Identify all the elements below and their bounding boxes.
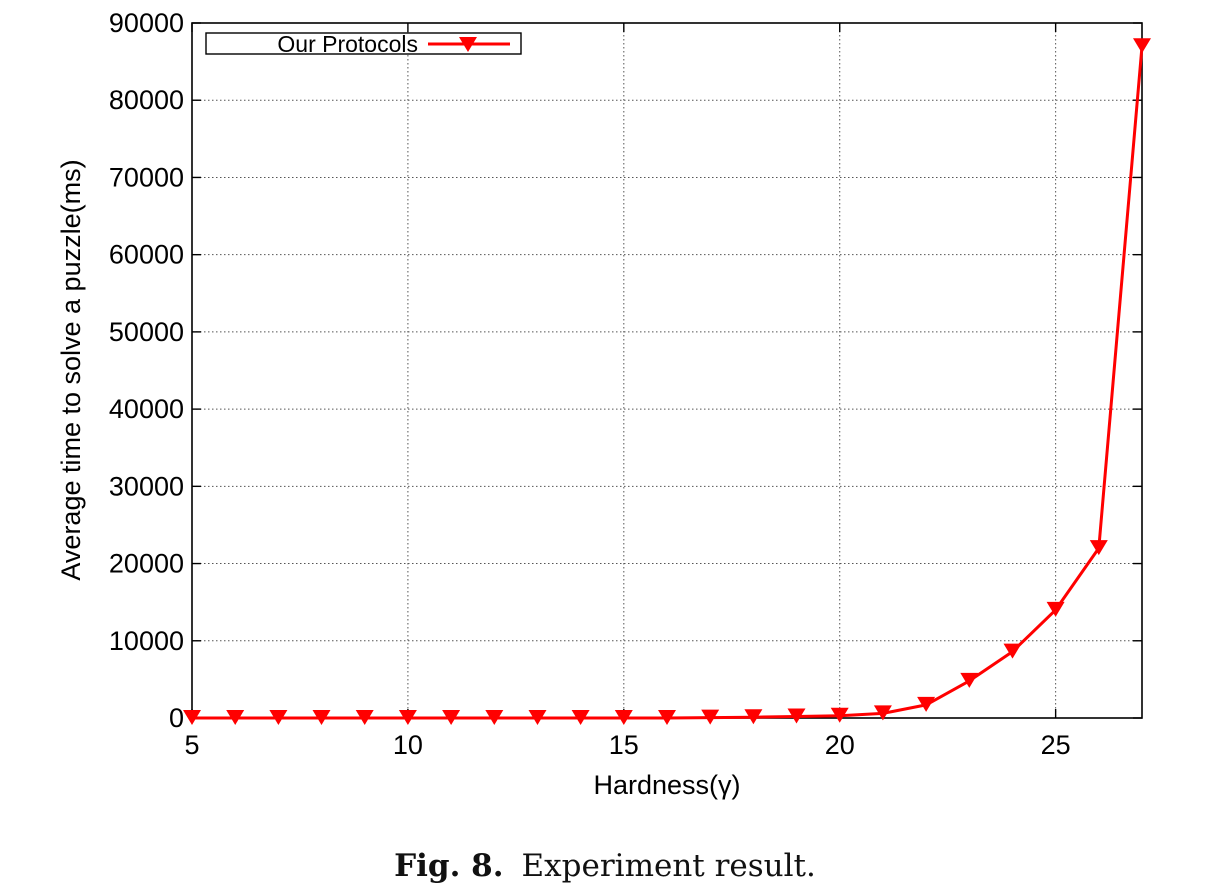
data-point-marker [442, 710, 461, 725]
data-point-marker [269, 710, 288, 725]
plot-frame [191, 22, 1143, 719]
y-tick-label: 70000 [109, 162, 184, 192]
series-line [192, 46, 1144, 720]
figure-caption: Fig. 8. Experiment result. [0, 848, 1210, 884]
legend-marker-triangle [459, 37, 477, 52]
y-tick-label: 0 [169, 703, 184, 733]
caption-text: Experiment result. [521, 848, 816, 884]
legend: Our Protocols [205, 31, 522, 57]
data-point-marker [1003, 643, 1022, 659]
data-point-marker [830, 707, 849, 723]
x-tick-label: 15 [609, 730, 639, 760]
x-tick-label: 5 [184, 730, 199, 760]
data-point-marker [485, 710, 504, 725]
data-point-marker [744, 709, 763, 725]
data-point-marker [1089, 540, 1108, 556]
line-chart: 0 10000 20000 30000 40000 50000 60000 70000 8000… [56, 8, 1151, 800]
data-point-marker [1133, 38, 1151, 54]
y-axis-title: Average time to solve a puzzle(ms) [56, 159, 86, 580]
caption-label: Fig. 8. [394, 848, 504, 884]
data-point-marker [183, 710, 201, 725]
data-point-marker [528, 710, 547, 725]
data-point-marker [571, 710, 590, 725]
grid [192, 23, 1142, 718]
y-tick-label: 90000 [109, 8, 184, 38]
data-point-marker [1046, 601, 1065, 617]
x-tick-label: 10 [393, 730, 423, 760]
x-axis-title: Hardness(γ) [593, 770, 740, 800]
data-point-marker [960, 672, 979, 688]
y-tick-label: 20000 [109, 549, 184, 579]
data-point-marker [312, 710, 331, 725]
data-point-marker [614, 710, 633, 725]
data-point-marker [787, 708, 806, 724]
data-point-marker [658, 710, 676, 725]
data-point-marker [226, 710, 245, 725]
axis-ticks: 0 10000 20000 30000 40000 50000 60000 70000 8000… [109, 8, 1142, 760]
series-layer [183, 38, 1151, 725]
y-tick-label: 60000 [109, 240, 184, 270]
x-tick-label: 20 [825, 730, 855, 760]
y-tick-label: 50000 [109, 317, 184, 347]
data-point-marker [701, 709, 720, 725]
y-tick-label: 30000 [109, 471, 184, 501]
data-point-marker [398, 710, 417, 725]
data-point-marker [355, 710, 374, 725]
y-tick-label: 10000 [109, 626, 184, 656]
data-point-marker [873, 705, 892, 721]
x-tick-label: 25 [1041, 730, 1071, 760]
legend-box [205, 32, 522, 55]
legend-label-our-protocols: Our Protocols [277, 31, 418, 57]
y-tick-label: 80000 [109, 85, 184, 115]
y-tick-label: 40000 [109, 394, 184, 424]
data-point-marker [917, 696, 936, 712]
